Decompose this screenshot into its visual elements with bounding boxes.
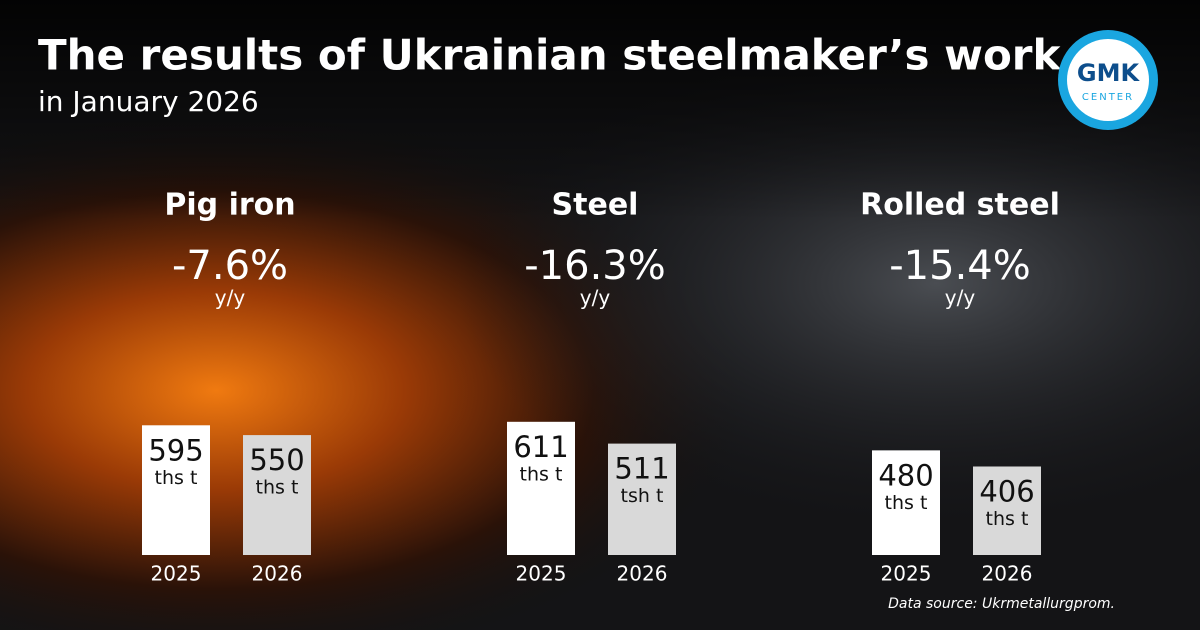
value-label: 480 — [878, 458, 933, 492]
x-tick-label: 2025 — [881, 562, 932, 586]
value-label: 550 — [249, 443, 304, 477]
subtitle: in January 2026 — [38, 85, 259, 118]
chart-title: Pig iron — [164, 188, 295, 223]
chart-title: Rolled steel — [860, 188, 1060, 223]
change-label: y/y — [945, 286, 976, 310]
chart-title: Steel — [552, 188, 639, 223]
value-label: 406 — [979, 474, 1034, 508]
unit-label: ths t — [520, 463, 563, 485]
bar — [142, 425, 210, 555]
bar — [507, 421, 575, 555]
value-label: 511 — [614, 452, 669, 486]
x-tick-label: 2025 — [151, 562, 202, 586]
logo-text: GMK — [1077, 59, 1141, 87]
change-label: y/y — [580, 286, 611, 310]
bar — [608, 443, 676, 555]
x-tick-label: 2026 — [617, 562, 668, 586]
x-tick-label: 2025 — [516, 562, 567, 586]
unit-label: tsh t — [621, 485, 664, 507]
x-tick-label: 2026 — [252, 562, 303, 586]
bar — [872, 450, 940, 555]
unit-label: ths t — [256, 477, 299, 499]
bar — [973, 466, 1041, 555]
logo-inner — [1067, 39, 1149, 121]
title: The results of Ukrainian steelmaker’s wo… — [38, 31, 1062, 80]
logo-subtext: CENTER — [1082, 92, 1134, 103]
value-label: 595 — [148, 433, 203, 467]
x-tick-label: 2026 — [982, 562, 1033, 586]
change-label: y/y — [215, 286, 246, 310]
unit-label: ths t — [986, 508, 1029, 530]
unit-label: ths t — [155, 467, 198, 489]
logo: GMK CENTER — [1058, 30, 1158, 130]
change: -15.4% — [889, 243, 1031, 289]
source: Data source: Ukrmetallurgprom. — [888, 596, 1115, 612]
unit-label: ths t — [885, 492, 928, 514]
value-label: 611 — [513, 430, 568, 464]
change: -7.6% — [172, 243, 288, 289]
background-fade — [0, 0, 1200, 220]
change: -16.3% — [524, 243, 666, 289]
bar — [243, 435, 311, 555]
